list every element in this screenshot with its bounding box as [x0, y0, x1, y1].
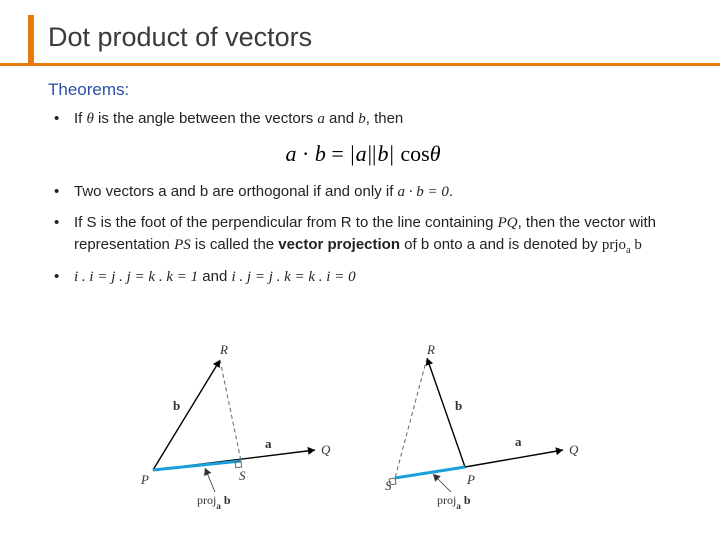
text: If: [74, 110, 87, 127]
var-a: a: [317, 111, 325, 127]
bullet-4: i . i = j . j = k . k = 1 and i . j = j …: [48, 266, 678, 289]
svg-text:a: a: [265, 436, 272, 451]
f-theta: θ: [430, 141, 441, 166]
projection-svg: P Q R Sa b proja b P Q R Sa b proja b: [125, 340, 585, 510]
expr: a · b = 0: [398, 184, 449, 200]
svg-text:R: R: [219, 342, 228, 357]
text: of b onto a and is denoted by: [400, 236, 602, 253]
bullet-2: Two vectors a and b are orthogonal if an…: [48, 181, 678, 204]
svg-text:b: b: [455, 398, 462, 413]
svg-text:Q: Q: [321, 442, 331, 457]
svg-text:P: P: [466, 472, 475, 487]
prj-b: b: [631, 237, 642, 253]
unit-dots-1: i . i = j . j = k . k = 1: [74, 269, 198, 285]
svg-text:a: a: [515, 434, 522, 449]
accent-underline: [0, 63, 720, 66]
ps: PS: [174, 237, 191, 253]
svg-text:b: b: [173, 398, 180, 413]
pq: PQ: [498, 215, 518, 231]
slide-title: Dot product of vectors: [48, 22, 312, 53]
text: , then: [366, 110, 404, 127]
vector-projection-term: vector projection: [278, 236, 400, 253]
var-b: b: [358, 111, 366, 127]
bullet-3: If S is the foot of the perpendicular fr…: [48, 212, 678, 259]
theorems-heading: Theorems:: [48, 80, 678, 100]
f-dot: ·: [296, 141, 314, 166]
svg-text:S: S: [385, 478, 392, 493]
svg-text:proja b: proja b: [197, 493, 231, 510]
formula-dot-product: a · b = |a||b| cosθ: [48, 141, 678, 167]
text: and: [325, 110, 358, 127]
theta: θ: [87, 111, 94, 127]
f-b: b: [315, 141, 326, 166]
theorem-list: If θ is the angle between the vectors a …: [48, 108, 678, 289]
f-abs-b: b: [377, 141, 388, 166]
svg-text:R: R: [426, 342, 435, 357]
f-cos: cos: [395, 141, 430, 166]
bullet-1: If θ is the angle between the vectors a …: [48, 108, 678, 131]
and: and: [198, 268, 231, 285]
svg-text:proja b: proja b: [437, 493, 471, 510]
text: If S is the foot of the perpendicular fr…: [74, 214, 498, 231]
text: Two vectors a and b are orthogonal if an…: [74, 183, 398, 200]
svg-text:P: P: [140, 472, 149, 487]
f-eq: =: [326, 141, 349, 166]
projection-diagrams: P Q R Sa b proja b P Q R Sa b proja b: [125, 340, 585, 510]
content-area: Theorems: If θ is the angle between the …: [48, 80, 678, 297]
svg-text:S: S: [239, 468, 246, 483]
f-abs-a: a: [356, 141, 367, 166]
prj: prjo: [602, 237, 626, 253]
f-a: a: [285, 141, 296, 166]
svg-text:Q: Q: [569, 442, 579, 457]
text: is the angle between the vectors: [94, 110, 317, 127]
pipe: ||: [367, 141, 378, 166]
text: is called the: [191, 236, 279, 253]
unit-dots-2: i . j = j . k = k . i = 0: [231, 269, 355, 285]
accent-bar: [28, 15, 34, 63]
text: .: [449, 183, 453, 200]
